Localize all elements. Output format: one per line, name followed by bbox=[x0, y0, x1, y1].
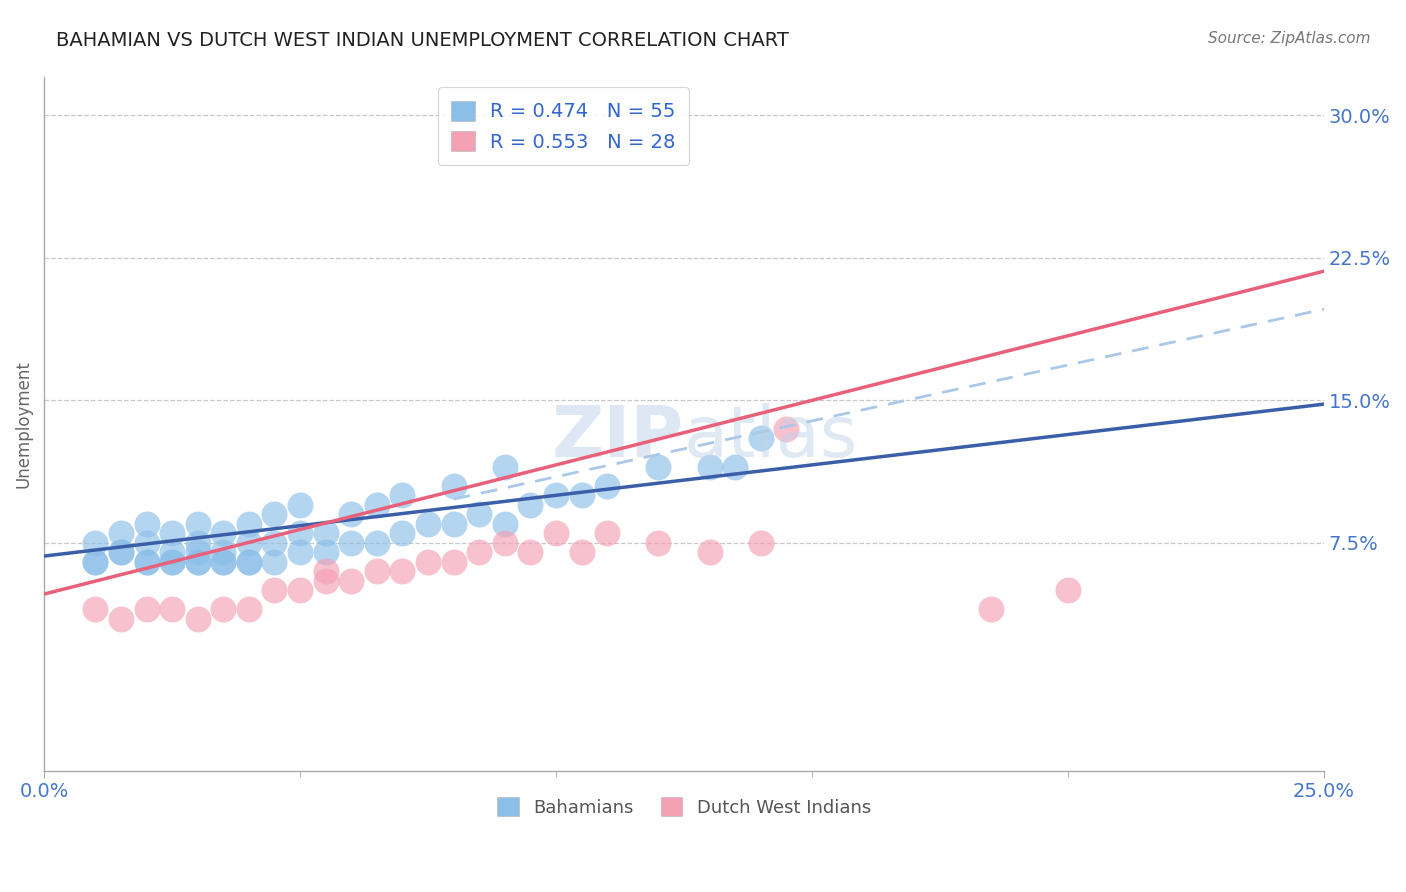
Point bbox=[443, 516, 465, 531]
Point bbox=[160, 555, 183, 569]
Point bbox=[160, 555, 183, 569]
Point bbox=[391, 564, 413, 578]
Point bbox=[315, 526, 337, 541]
Point bbox=[315, 574, 337, 588]
Point bbox=[468, 545, 491, 559]
Point bbox=[135, 555, 157, 569]
Point bbox=[263, 535, 285, 549]
Point bbox=[647, 459, 669, 474]
Point bbox=[110, 612, 132, 626]
Point bbox=[135, 535, 157, 549]
Point bbox=[494, 516, 516, 531]
Point bbox=[315, 564, 337, 578]
Point bbox=[187, 555, 209, 569]
Point bbox=[160, 602, 183, 616]
Point bbox=[288, 545, 311, 559]
Point bbox=[494, 459, 516, 474]
Point bbox=[571, 488, 593, 502]
Point bbox=[366, 564, 388, 578]
Point bbox=[749, 535, 772, 549]
Point bbox=[84, 535, 107, 549]
Point bbox=[135, 516, 157, 531]
Y-axis label: Unemployment: Unemployment bbox=[15, 360, 32, 488]
Point bbox=[84, 602, 107, 616]
Point bbox=[84, 555, 107, 569]
Point bbox=[110, 526, 132, 541]
Point bbox=[238, 555, 260, 569]
Point bbox=[263, 555, 285, 569]
Point bbox=[468, 508, 491, 522]
Point bbox=[187, 535, 209, 549]
Point bbox=[212, 545, 235, 559]
Text: Source: ZipAtlas.com: Source: ZipAtlas.com bbox=[1208, 31, 1371, 46]
Point bbox=[110, 545, 132, 559]
Point bbox=[212, 526, 235, 541]
Point bbox=[699, 459, 721, 474]
Point bbox=[187, 555, 209, 569]
Point bbox=[187, 612, 209, 626]
Point bbox=[340, 535, 363, 549]
Point bbox=[135, 602, 157, 616]
Point bbox=[288, 498, 311, 512]
Point bbox=[288, 583, 311, 598]
Point bbox=[391, 488, 413, 502]
Point bbox=[212, 555, 235, 569]
Point bbox=[187, 516, 209, 531]
Point bbox=[596, 526, 619, 541]
Point bbox=[416, 555, 439, 569]
Point bbox=[160, 526, 183, 541]
Point bbox=[238, 516, 260, 531]
Point bbox=[519, 545, 541, 559]
Text: atlas: atlas bbox=[685, 403, 859, 473]
Point bbox=[135, 555, 157, 569]
Point bbox=[288, 526, 311, 541]
Point bbox=[519, 498, 541, 512]
Text: BAHAMIAN VS DUTCH WEST INDIAN UNEMPLOYMENT CORRELATION CHART: BAHAMIAN VS DUTCH WEST INDIAN UNEMPLOYME… bbox=[56, 31, 789, 50]
Point bbox=[443, 479, 465, 493]
Point bbox=[187, 545, 209, 559]
Point bbox=[699, 545, 721, 559]
Point bbox=[980, 602, 1002, 616]
Point bbox=[544, 488, 567, 502]
Point bbox=[366, 498, 388, 512]
Point bbox=[1057, 583, 1080, 598]
Point bbox=[340, 574, 363, 588]
Point bbox=[340, 508, 363, 522]
Point bbox=[238, 535, 260, 549]
Point bbox=[647, 535, 669, 549]
Point bbox=[110, 545, 132, 559]
Point bbox=[749, 431, 772, 445]
Point bbox=[494, 535, 516, 549]
Point bbox=[416, 516, 439, 531]
Point bbox=[724, 459, 747, 474]
Legend: Bahamians, Dutch West Indians: Bahamians, Dutch West Indians bbox=[489, 790, 879, 824]
Point bbox=[315, 545, 337, 559]
Point bbox=[212, 602, 235, 616]
Point bbox=[775, 422, 797, 436]
Point bbox=[160, 545, 183, 559]
Point bbox=[596, 479, 619, 493]
Point bbox=[571, 545, 593, 559]
Point bbox=[391, 526, 413, 541]
Point bbox=[366, 535, 388, 549]
Point bbox=[544, 526, 567, 541]
Point bbox=[263, 583, 285, 598]
Point bbox=[238, 602, 260, 616]
Point bbox=[238, 555, 260, 569]
Point bbox=[263, 508, 285, 522]
Text: ZIP: ZIP bbox=[551, 403, 685, 473]
Point bbox=[212, 555, 235, 569]
Point bbox=[84, 555, 107, 569]
Point bbox=[443, 555, 465, 569]
